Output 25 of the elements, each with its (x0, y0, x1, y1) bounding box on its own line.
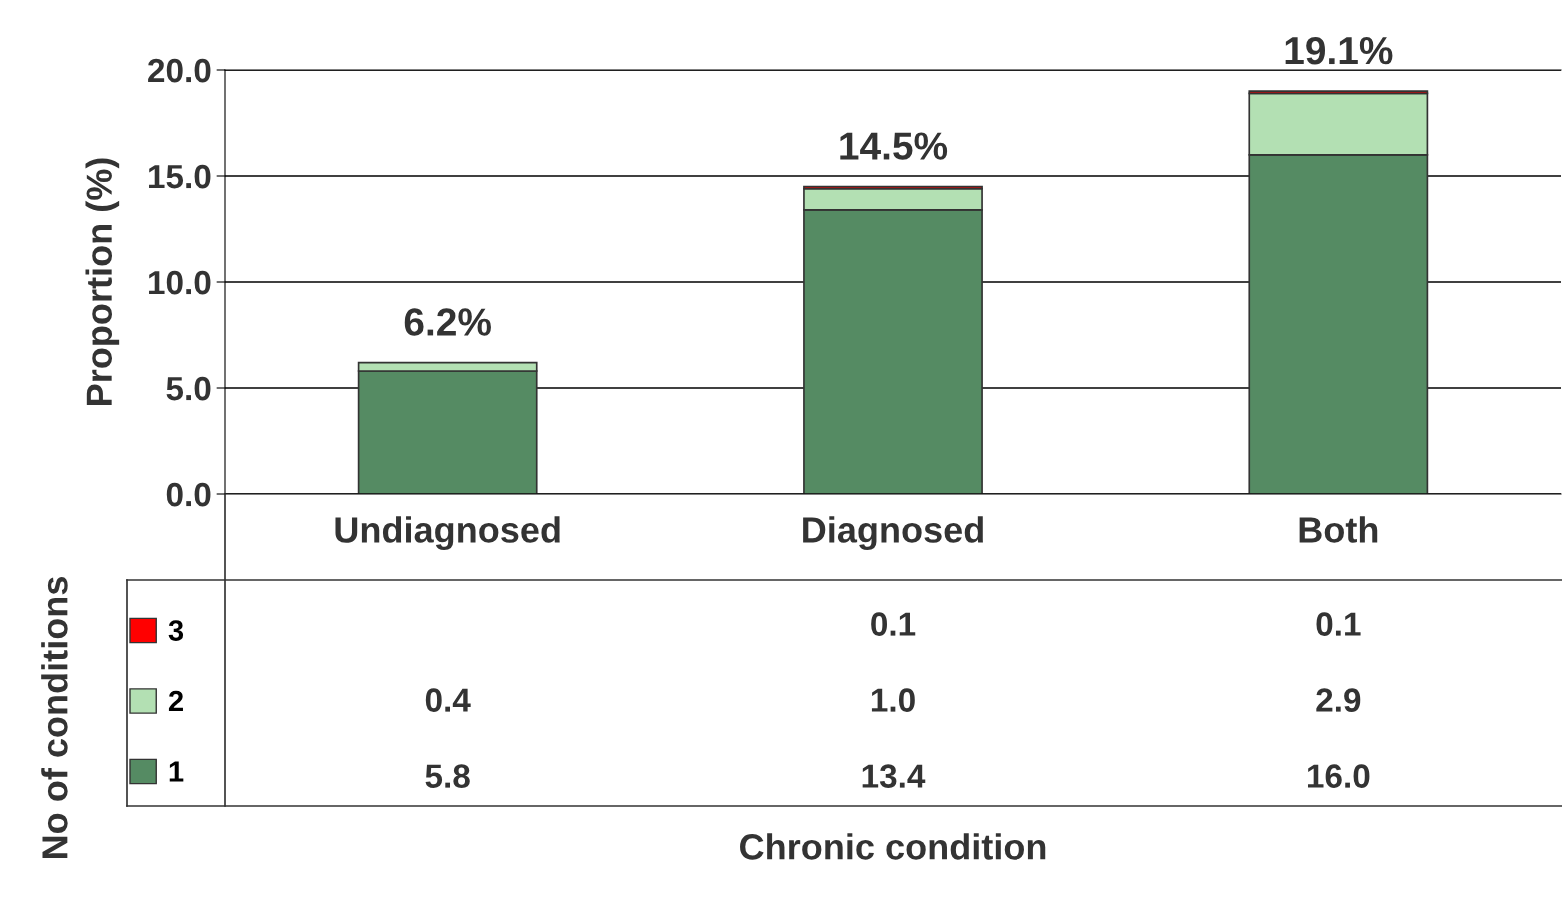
data-label: 13.4 (862, 764, 926, 788)
y-tick-label: 0.0 (166, 482, 211, 507)
legend-label: 1 (169, 761, 184, 782)
text: Chronic condition (740, 833, 1046, 860)
data-label: 16.0 (1308, 764, 1370, 788)
y-tick-label: 15.0 (149, 164, 211, 189)
data-label: 1.0 (871, 688, 915, 712)
legend-title: No of conditions (41, 577, 68, 858)
data-label: 5.8 (425, 764, 470, 788)
y-tick-label: 5.0 (166, 376, 211, 401)
data-label: 0.1 (1316, 612, 1361, 636)
legend-label: 3 (168, 620, 184, 641)
total-label: 19.1% (1285, 36, 1393, 65)
data-label: 0.4 (425, 688, 471, 712)
y-axis-title: Proportion (%) (85, 158, 120, 405)
total-label: 6.2% (404, 308, 491, 336)
y-tick-label: 20.0 (148, 58, 211, 83)
x-tick-label: Undiagnosed (335, 516, 560, 551)
total-label: 14.5% (840, 132, 948, 160)
data-label: 2.9 (1316, 688, 1361, 712)
data-label: 0.1 (871, 612, 916, 636)
x-tick-label: Diagnosed (803, 516, 983, 551)
y-tick-label: 10.0 (149, 270, 211, 295)
x-tick-label: Both (1299, 516, 1378, 543)
legend-label: 2 (168, 690, 183, 712)
